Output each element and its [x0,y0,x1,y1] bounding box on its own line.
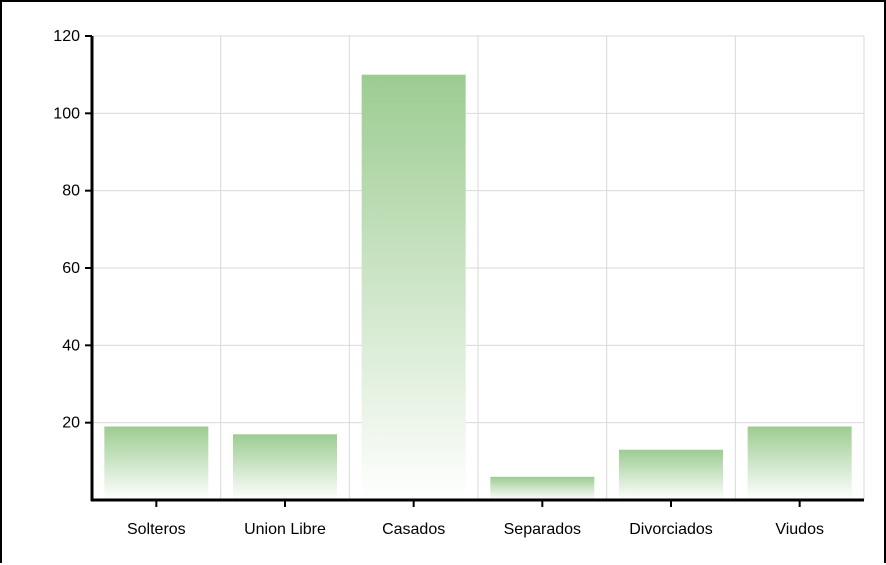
y-tick-label: 80 [62,183,80,200]
label-layer: 20 40 60 80 100 120 Solteros Union Libre Casados… [53,28,824,538]
x-tick-label: Divorciados [629,521,713,538]
y-tick-label: 20 [62,415,80,432]
x-tick-label: Casados [382,521,445,538]
x-tick-label: Union Libre [244,521,326,538]
bar-casados [361,74,466,501]
axis-layer [85,35,864,507]
bar-union-libre [233,434,337,500]
bar-solteros [104,426,209,500]
grid-layer [92,35,865,500]
x-tick-label: Separados [504,521,581,538]
y-tick-label: 60 [62,260,80,277]
x-tick-label: Viudos [775,521,824,538]
bar-viudos [747,426,852,500]
y-tick-label: 120 [53,28,80,45]
bar-divorciados [619,449,723,500]
bar-separados [490,476,595,500]
y-tick-label: 40 [62,337,80,354]
x-tick-label: Solteros [127,521,186,538]
bar-layer [104,74,852,501]
y-tick-label: 100 [53,105,80,122]
